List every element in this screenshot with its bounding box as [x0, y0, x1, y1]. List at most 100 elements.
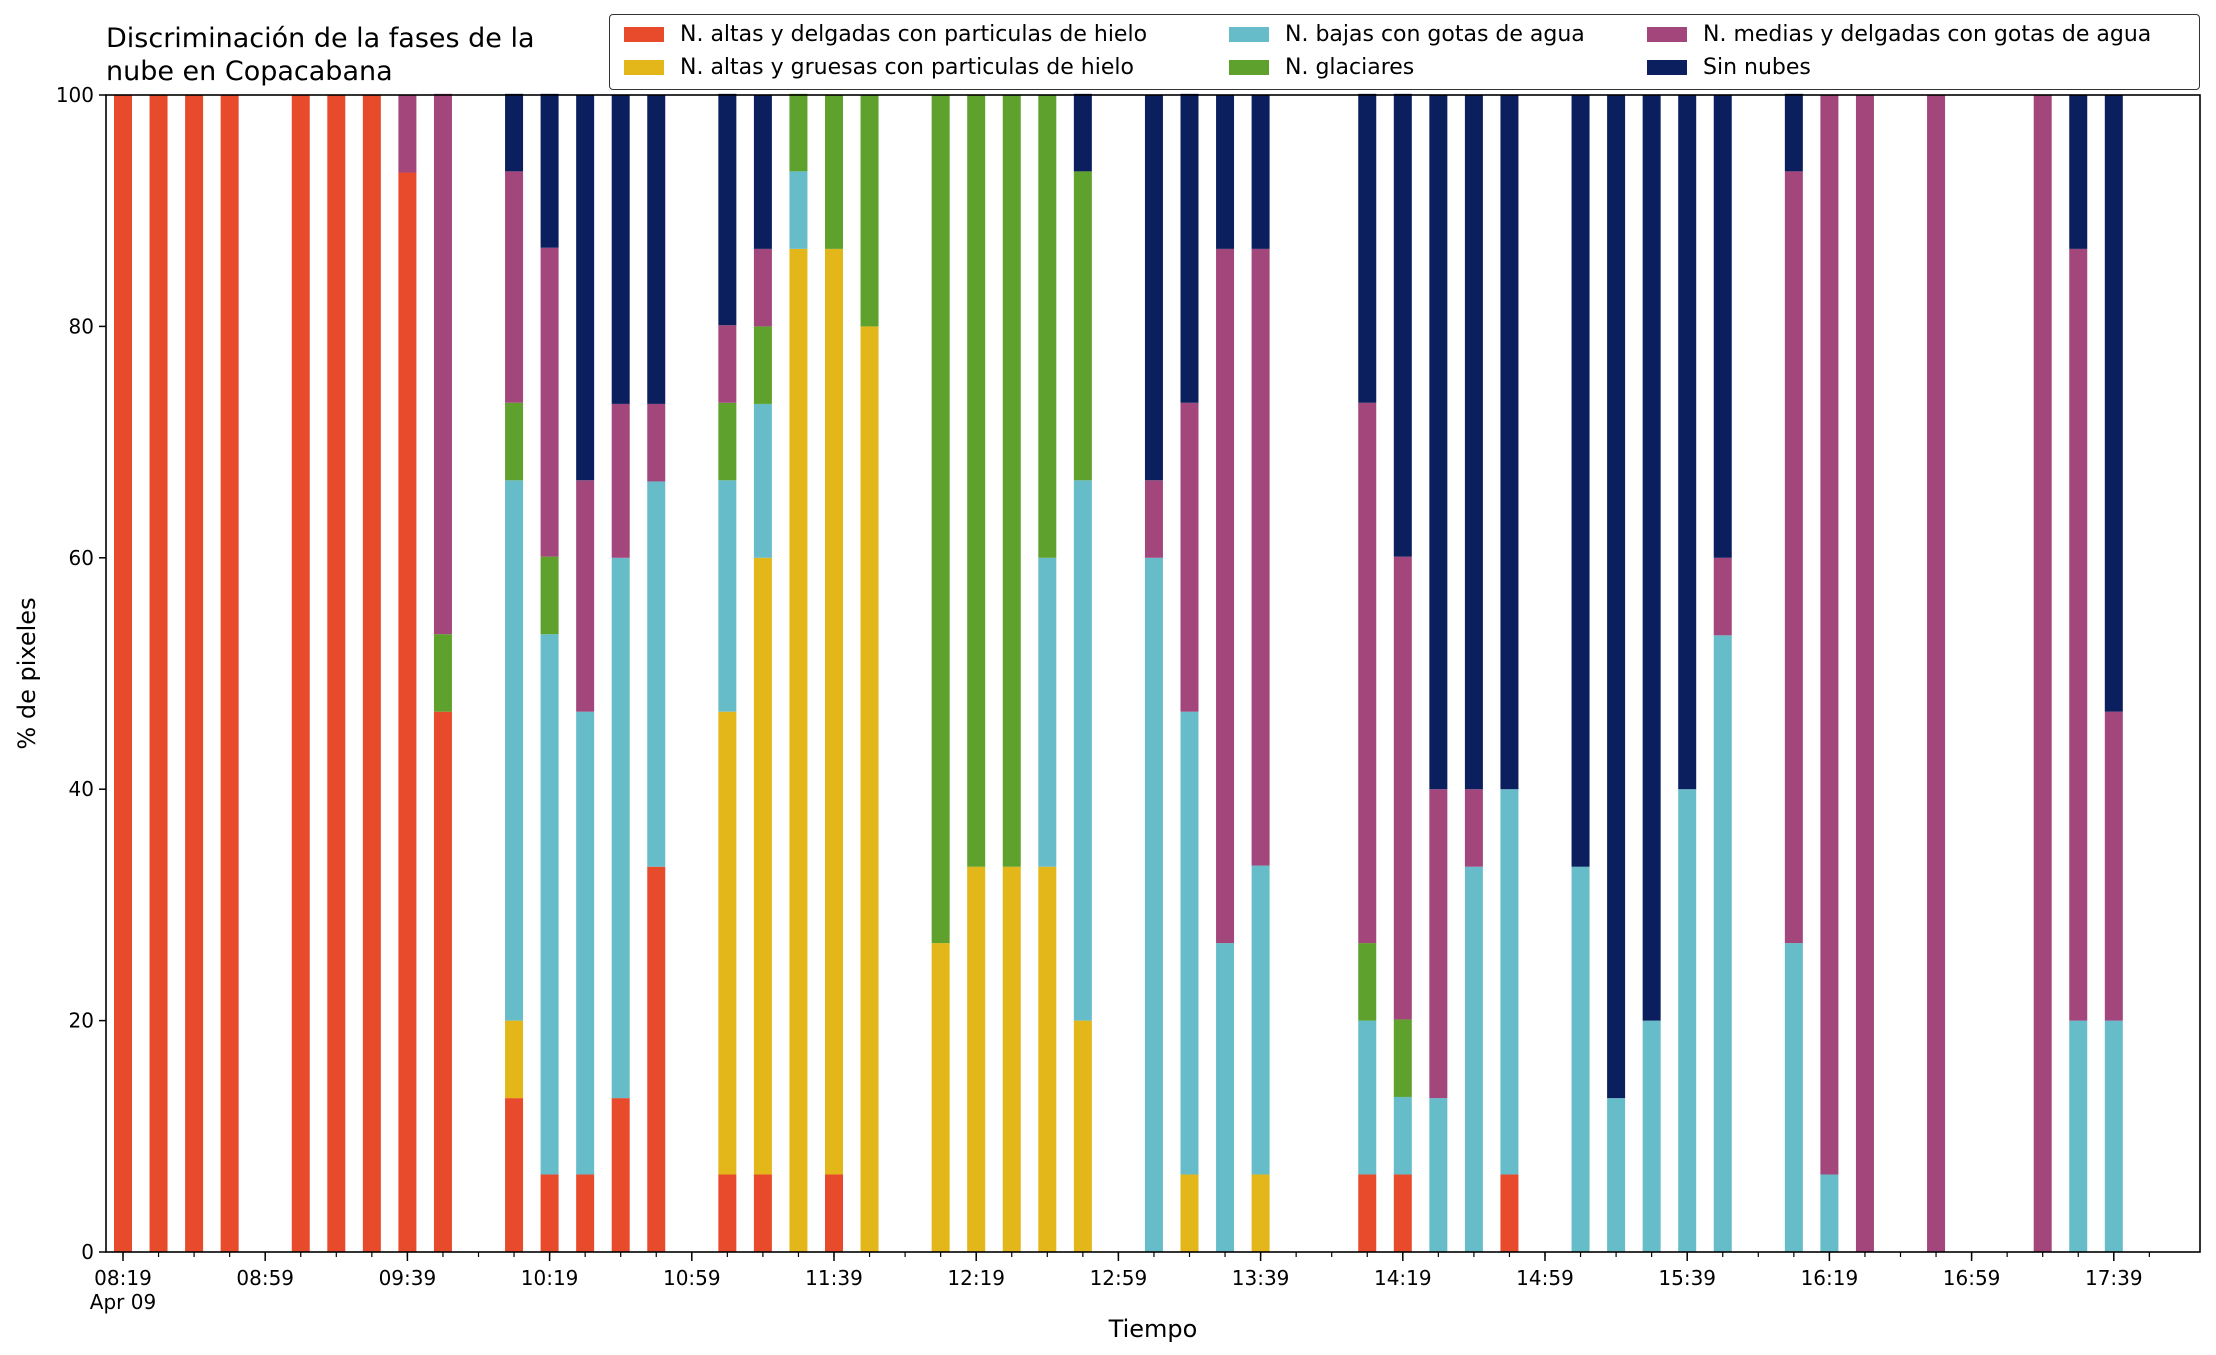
bar-segment-4-11:09	[718, 325, 737, 403]
bar-segment-4-10:39	[611, 403, 630, 558]
bar-segment-5-10:19	[540, 93, 559, 248]
bar-segment-3-11:29	[789, 93, 808, 172]
bar-segment-3-12:49	[1073, 171, 1092, 481]
bar-segment-0-09:29	[362, 95, 381, 1252]
bar-segment-5-10:09	[505, 93, 524, 172]
bar-segment-2-14:09	[1358, 1020, 1377, 1175]
legend-item-0: N. altas y delgadas con particulas de hi…	[624, 17, 1147, 51]
bar-segment-4-16:29	[1855, 95, 1874, 1252]
x-tick-label-3: 10:19	[521, 1266, 579, 1290]
bar-segment-5-15:09	[1571, 95, 1590, 867]
x-tick-label-4: 10:59	[663, 1266, 721, 1290]
y-tick-label-40: 40	[69, 777, 94, 801]
bar-segment-5-10:39	[611, 95, 630, 404]
legend-item-5: Sin nubes	[1647, 50, 1811, 84]
x-tick-label-7: 12:59	[1090, 1266, 1148, 1290]
bar-segment-3-09:49	[433, 634, 452, 712]
bar-segment-5-17:39	[2104, 95, 2123, 712]
legend-swatch	[1647, 26, 1687, 42]
bar-segment-2-12:39	[1038, 557, 1057, 867]
bar-segment-0-09:09	[291, 95, 310, 1252]
legend-item-1: N. altas y gruesas con particulas de hie…	[624, 50, 1134, 84]
chart-title-line-2: nube en Copacabana	[106, 56, 393, 87]
legend-label: N. altas y delgadas con particulas de hi…	[680, 21, 1148, 47]
legend-label: N. bajas con gotas de agua	[1285, 21, 1585, 47]
bar-segment-5-15:19	[1607, 95, 1626, 1099]
x-tick-label-9: 14:19	[1374, 1266, 1432, 1290]
x-tick-label-5: 11:39	[805, 1266, 863, 1290]
bar-segment-2-10:09	[505, 480, 524, 1021]
legend-swatch	[1229, 59, 1269, 75]
bar-segment-0-09:19	[327, 95, 346, 1252]
x-tick-label-2: 09:39	[379, 1266, 437, 1290]
x-tick-label-1: 08:59	[236, 1266, 294, 1290]
bar-segment-5-16:09	[1784, 93, 1803, 172]
bar-segment-2-15:09	[1571, 866, 1590, 1252]
bar-segment-5-14:49	[1500, 95, 1519, 790]
bar-segment-2-14:29	[1429, 1098, 1448, 1252]
bar-segment-4-14:09	[1358, 402, 1377, 944]
bar-segment-5-10:49	[647, 95, 666, 404]
bar-segment-2-16:09	[1784, 943, 1803, 1252]
bar-segment-1-12:49	[1073, 1020, 1092, 1252]
bar-segment-3-14:19	[1393, 1019, 1412, 1097]
y-tick-label-0: 0	[81, 1240, 94, 1264]
x-tick-label-6: 12:19	[947, 1266, 1005, 1290]
bar-segment-4-16:09	[1784, 171, 1803, 944]
bar-segment-1-12:19	[967, 866, 986, 1252]
legend-label: N. altas y gruesas con particulas de hie…	[680, 54, 1134, 80]
bar-segment-5-13:19	[1180, 93, 1199, 403]
bar-segment-1-13:19	[1180, 1174, 1199, 1252]
bar-segment-4-10:29	[576, 480, 595, 712]
bar-segment-2-16:19	[1820, 1174, 1839, 1252]
y-tick-label-80: 80	[69, 314, 94, 338]
bar-segment-3-12:39	[1038, 95, 1057, 558]
x-axis-label: Tiempo	[1108, 1315, 1198, 1343]
bar-segment-0-09:49	[433, 711, 452, 1252]
bar-segment-5-14:29	[1429, 95, 1448, 790]
x-tick-label-10: 14:59	[1516, 1266, 1574, 1290]
bar-segment-2-12:49	[1073, 480, 1092, 1021]
bar-segment-4-17:39	[2104, 711, 2123, 1021]
bar-segment-5-15:49	[1713, 95, 1732, 558]
bar-segment-0-11:39	[825, 1174, 843, 1252]
bar-segment-0-14:49	[1500, 1174, 1519, 1252]
bar-segment-3-14:09	[1358, 943, 1377, 1021]
bar-segment-2-11:29	[789, 171, 808, 249]
bar-segment-4-13:19	[1180, 402, 1199, 712]
bar-segment-5-17:29	[2069, 95, 2088, 249]
bar-segment-5-15:39	[1678, 95, 1697, 790]
x-tick-label-12: 16:19	[1801, 1266, 1859, 1290]
bar-segment-2-17:29	[2069, 1020, 2088, 1252]
legend-item-2: N. bajas con gotas de agua	[1229, 17, 1585, 51]
bar-segment-1-11:19	[753, 557, 772, 1175]
x-tick-label-13: 16:59	[1943, 1266, 2001, 1290]
bar-segment-3-12:29	[1002, 95, 1021, 867]
bar-segment-5-14:09	[1358, 93, 1377, 403]
bar-segment-0-10:39	[611, 1098, 630, 1252]
legend-item-4: N. medias y delgadas con gotas de agua	[1647, 17, 2151, 51]
bar-segment-0-11:09	[718, 1174, 737, 1252]
bar-segment-2-15:39	[1678, 789, 1697, 1252]
bar-segment-4-11:19	[753, 248, 772, 327]
bar-segment-4-14:19	[1393, 556, 1412, 1020]
bar-segment-0-10:19	[540, 1174, 559, 1252]
bar-segment-0-09:39	[398, 172, 417, 1252]
bar-segment-5-10:29	[576, 95, 595, 481]
bar-segment-1-10:09	[505, 1020, 524, 1099]
legend-label: N. medias y delgadas con gotas de agua	[1703, 21, 2152, 47]
bar-segment-3-12:19	[967, 95, 986, 867]
x-tick-label-11: 15:39	[1658, 1266, 1716, 1290]
plot-frame	[105, 94, 2201, 1253]
bar-segment-0-08:39	[185, 95, 204, 1252]
bar-segment-0-11:19	[753, 1174, 772, 1252]
bar-segment-0-14:09	[1358, 1174, 1377, 1252]
bar-segment-2-17:39	[2104, 1020, 2123, 1252]
bar-segment-3-12:09	[931, 95, 950, 944]
bar-segment-0-14:19	[1393, 1174, 1412, 1252]
y-tick-label-60: 60	[69, 546, 94, 570]
bar-segment-0-08:49	[220, 95, 239, 1252]
bar-segment-2-14:19	[1393, 1096, 1412, 1175]
